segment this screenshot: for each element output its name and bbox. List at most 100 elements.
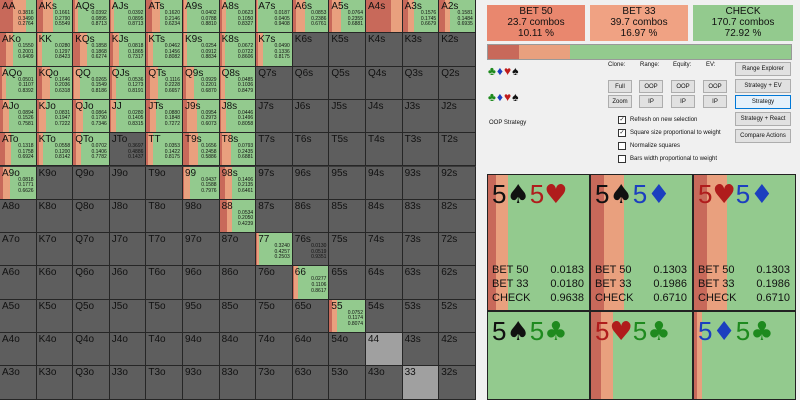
range-cell[interactable]: Q7o — [73, 233, 110, 267]
range-cell[interactable]: K5s — [329, 33, 366, 67]
range-cell[interactable]: 54o — [329, 333, 366, 367]
range-cell[interactable]: A3o — [0, 366, 37, 400]
range-cell[interactable]: K8s 0.0672 0.0722 0.8606 — [219, 33, 257, 67]
range-cell[interactable]: K4s — [366, 33, 403, 67]
range-cell[interactable]: K9s 0.0254 0.0912 0.8834 — [183, 33, 220, 67]
checkbox-box[interactable] — [618, 155, 626, 163]
range-cell[interactable]: Q6o — [73, 266, 110, 300]
equity-oop-button[interactable]: OOP — [671, 80, 695, 93]
range-cell[interactable]: QJo 0.0864 0.1790 0.7346 — [73, 99, 110, 134]
range-cell[interactable]: A5s 0.0764 0.2355 0.6881 — [329, 0, 366, 34]
range-cell[interactable]: T4s — [366, 133, 403, 167]
range-cell[interactable]: A6o — [0, 266, 37, 300]
range-cell[interactable]: 76o — [256, 266, 293, 300]
normalize-checkbox[interactable]: Normalize squares — [618, 142, 680, 150]
combo-cell[interactable]: 5♠5♣ — [487, 311, 590, 400]
range-cell[interactable]: 98s 0.1406 0.2135 0.6461 — [219, 166, 257, 200]
range-cell[interactable]: KQo 0.1646 0.2036 0.6318 — [36, 66, 74, 100]
range-cell[interactable]: 64s — [366, 266, 403, 300]
range-cell[interactable]: 86s — [292, 199, 330, 234]
range-cell[interactable]: 65s — [329, 266, 366, 300]
range-cell[interactable]: 65o — [292, 299, 330, 333]
full-button[interactable]: Full — [608, 80, 632, 93]
range-cell[interactable]: 94o — [183, 333, 220, 367]
range-cell[interactable]: A3s 0.1576 0.1745 0.6679 — [402, 0, 440, 34]
range-cell[interactable]: 93o — [183, 366, 220, 400]
range-cell[interactable]: 87o — [219, 233, 257, 267]
range-cell[interactable]: J8s 0.0446 0.1496 0.8058 — [219, 99, 257, 134]
strategy-react-button[interactable]: Strategy + React — [735, 112, 791, 126]
range-cell[interactable]: 84o — [219, 333, 257, 367]
range-cell[interactable]: 74o — [256, 333, 293, 367]
range-cell[interactable]: 53o — [329, 366, 366, 400]
checkbox-box[interactable]: ✓ — [618, 129, 626, 137]
range-cell[interactable]: K7s 0.0490 0.1336 0.8175 — [256, 33, 293, 67]
compare-actions-button[interactable]: Compare Actions — [735, 129, 791, 143]
range-cell[interactable]: 82s — [439, 199, 476, 234]
range-cell[interactable]: T7s — [256, 133, 293, 167]
range-cell[interactable]: K9o — [36, 166, 74, 200]
range-cell[interactable]: A9o 0.0818 0.1771 0.6626 — [0, 166, 37, 200]
range-cell[interactable]: J6o — [109, 266, 147, 300]
range-cell[interactable]: QJs 0.0536 0.1273 0.8191 — [109, 66, 147, 100]
range-cell[interactable]: 73o — [256, 366, 293, 400]
range-cell[interactable]: T2s — [439, 133, 476, 167]
range-cell[interactable]: KQs 0.1858 0.1868 0.6274 — [73, 33, 110, 67]
range-cell[interactable]: Q4s — [366, 66, 403, 100]
equity-ip-button[interactable]: IP — [671, 95, 695, 108]
range-cell[interactable]: 84s — [366, 199, 403, 234]
range-cell[interactable]: Q5s — [329, 66, 366, 100]
range-cell[interactable]: J7s — [256, 99, 293, 134]
combo-cell[interactable]: 5♥5♣ — [590, 311, 693, 400]
diamond-icon[interactable]: ♦ — [496, 90, 504, 104]
range-cell[interactable]: AKo 0.1550 0.2001 0.6409 — [0, 33, 37, 67]
zoom-button[interactable]: Zoom — [608, 95, 632, 108]
range-cell[interactable]: Q3s — [402, 66, 440, 100]
range-cell[interactable]: J4o — [109, 333, 147, 367]
range-cell[interactable]: 75s — [329, 233, 366, 267]
checkbox-box[interactable]: ✓ — [618, 116, 626, 124]
range-cell[interactable]: K5o — [36, 299, 74, 333]
range-cell[interactable]: J8o — [109, 199, 147, 234]
range-cell[interactable]: J3o — [109, 366, 147, 400]
range-cell[interactable]: T9o — [146, 166, 183, 200]
combo-cell[interactable]: 5♠5♦ BET 50 0.1303 BET 33 0.1986 CHECK 0.6710 — [590, 174, 693, 311]
range-cell[interactable]: T6o — [146, 266, 183, 300]
range-cell[interactable]: 63o — [292, 366, 330, 400]
range-cell[interactable]: 32s — [439, 366, 476, 400]
range-cell[interactable]: 95s — [329, 166, 366, 200]
range-cell[interactable]: 63s — [402, 266, 440, 300]
range-cell[interactable]: 94s — [366, 166, 403, 200]
ev-oop-button[interactable]: OOP — [703, 80, 727, 93]
range-cell[interactable]: Q6s — [292, 66, 330, 100]
range-cell[interactable]: ATo 0.1318 0.1758 0.6924 — [0, 133, 37, 167]
bars-width-checkbox[interactable]: Bars width proportional to weight — [618, 155, 717, 163]
checkbox-box[interactable] — [618, 142, 626, 150]
range-cell[interactable]: 83s — [402, 199, 440, 234]
range-cell[interactable]: A4o — [0, 333, 37, 367]
range-cell[interactable]: 76s 0.0130 0.0519 0.9351 — [292, 233, 330, 267]
spade-icon[interactable]: ♠ — [512, 64, 520, 78]
range-cell[interactable]: A4s — [366, 0, 403, 34]
range-cell[interactable]: A2s 0.1581 0.1484 0.6935 — [439, 0, 476, 34]
range-cell[interactable]: A9s 0.0402 0.0788 0.8810 — [183, 0, 220, 34]
range-cell[interactable]: 62s — [439, 266, 476, 300]
range-cell[interactable]: K6o — [36, 266, 74, 300]
range-cell[interactable]: 74s — [366, 233, 403, 267]
heart-icon[interactable]: ♥ — [504, 90, 513, 104]
range-cell[interactable]: KK 0.0280 0.1297 0.8423 — [36, 33, 74, 67]
range-cell[interactable]: K2s — [439, 33, 476, 67]
range-cell[interactable]: 42s — [439, 333, 476, 367]
range-cell[interactable]: J5s — [329, 99, 366, 134]
combo-cell[interactable]: 5♠5♥ BET 50 0.0183 BET 33 0.0180 CHECK 0.9638 — [487, 174, 590, 311]
range-cell[interactable]: 85o — [219, 299, 257, 333]
club-icon[interactable]: ♣ — [488, 90, 497, 104]
range-cell[interactable]: T8o — [146, 199, 183, 234]
range-cell[interactable]: Q8o — [73, 199, 110, 234]
range-explorer-button[interactable]: Range Explorer — [735, 62, 791, 76]
range-cell[interactable]: KTs 0.0462 0.1456 0.8082 — [146, 33, 183, 67]
range-cell[interactable]: J5o — [109, 299, 147, 333]
range-cell[interactable]: 96s — [292, 166, 330, 200]
range-cell[interactable]: 83o — [219, 366, 257, 400]
summary-check[interactable]: CHECK 170.7 combos 72.92 % — [693, 5, 793, 41]
